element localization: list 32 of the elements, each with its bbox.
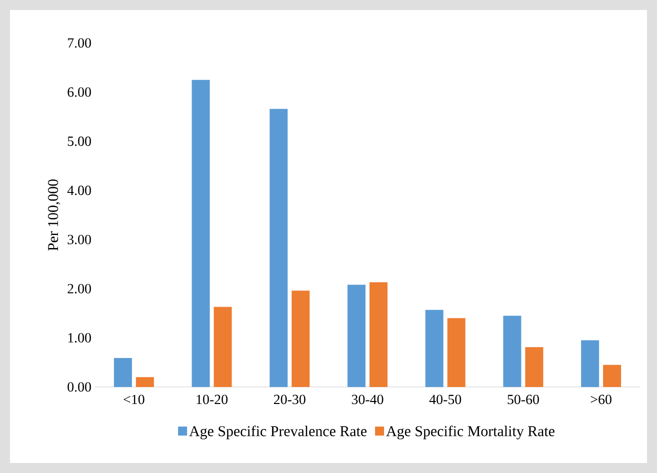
bar	[114, 358, 132, 387]
x-tick-label: 10-20	[196, 394, 228, 404]
bar	[525, 347, 544, 387]
y-tick-label: 6.00	[68, 87, 91, 97]
x-tick-label: 30-40	[352, 394, 384, 404]
bar	[214, 306, 232, 387]
legend-label: Age Specific Mortality Rate	[386, 426, 554, 440]
y-tick-label: 0.00	[68, 382, 91, 392]
x-tick-label: <10	[124, 394, 144, 404]
bar	[581, 340, 600, 387]
bar	[192, 80, 210, 387]
x-tick-label: 20-30	[274, 394, 306, 404]
y-tick-label: 1.00	[68, 333, 91, 343]
bar	[503, 316, 522, 387]
bar	[447, 318, 466, 387]
bar	[136, 377, 154, 387]
bar	[292, 290, 310, 387]
y-tick-label: 7.00	[68, 38, 91, 48]
x-tick-label: 50-60	[508, 394, 539, 404]
y-tick-label: 3.00	[68, 234, 91, 244]
bar	[425, 310, 444, 387]
x-tick-label: >60	[590, 394, 612, 404]
legend-label: Age Specific Prevalence Rate	[189, 426, 367, 440]
bar	[348, 284, 366, 387]
bar	[370, 282, 388, 387]
y-tick-label: 2.00	[68, 284, 91, 294]
y-tick-label: 4.00	[67, 186, 91, 196]
bar	[603, 364, 622, 387]
y-axis-title: Per 100,000	[48, 179, 60, 251]
y-tick-label: 5.00	[68, 136, 91, 146]
bar	[270, 108, 288, 387]
x-tick-label: 40-50	[429, 394, 462, 404]
